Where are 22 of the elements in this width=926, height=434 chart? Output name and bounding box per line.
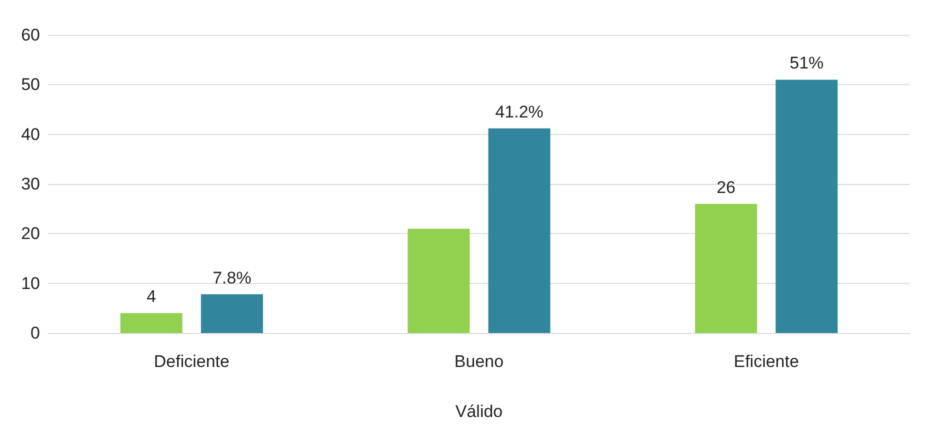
x-tick-label: Deficiente bbox=[154, 352, 230, 371]
bar bbox=[408, 228, 470, 333]
bar bbox=[776, 80, 838, 333]
data-label: 51% bbox=[790, 54, 824, 73]
data-label: 41.2% bbox=[495, 102, 544, 122]
y-tick-label: 60 bbox=[21, 26, 40, 44]
y-tick-label: 20 bbox=[21, 224, 40, 244]
data-label: 4 bbox=[146, 287, 156, 306]
bar bbox=[200, 294, 263, 333]
x-tick-label: Bueno bbox=[454, 352, 504, 371]
x-tick-label: Eficiente bbox=[734, 352, 799, 371]
bar bbox=[120, 313, 182, 333]
bar bbox=[488, 128, 550, 333]
y-tick-label: 0 bbox=[30, 324, 40, 342]
bar bbox=[695, 204, 758, 333]
data-label: 26 bbox=[716, 178, 736, 197]
y-tick-label: 30 bbox=[21, 174, 40, 194]
data-label: 7.8% bbox=[212, 268, 252, 288]
x-axis-title: Válido bbox=[455, 402, 503, 421]
y-tick-label: 10 bbox=[21, 274, 40, 293]
y-tick-label: 40 bbox=[21, 124, 40, 144]
y-tick-label: 50 bbox=[21, 75, 40, 94]
